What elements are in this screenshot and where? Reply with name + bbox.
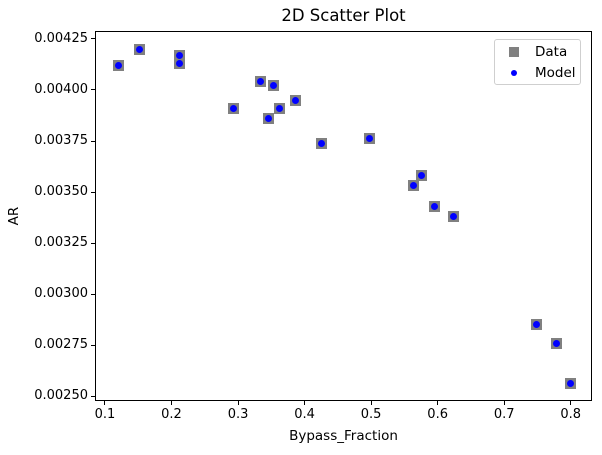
y-tick-mark — [91, 242, 95, 244]
x-tick-label: 0.3 — [227, 407, 249, 422]
x-tick-label: 0.6 — [427, 407, 448, 422]
y-tick-mark — [91, 395, 95, 397]
legend: Data Model — [494, 39, 581, 85]
y-tick-label: 0.00400 — [34, 81, 88, 97]
model-point — [410, 182, 418, 190]
model-point — [567, 380, 575, 388]
model-point — [275, 104, 283, 112]
y-tick-label: 0.00300 — [34, 286, 88, 302]
model-point — [136, 45, 144, 53]
x-tick-label: 0.4 — [294, 407, 315, 422]
model-point — [418, 172, 426, 180]
y-tick-mark — [91, 293, 95, 295]
model-point — [291, 96, 299, 104]
y-tick-mark — [91, 38, 95, 40]
model-point — [257, 78, 265, 86]
model-point — [265, 115, 273, 123]
x-tick-mark — [171, 401, 172, 405]
model-point — [532, 321, 540, 329]
legend-label-data: Data — [535, 43, 568, 60]
model-point — [175, 59, 183, 67]
x-tick-mark — [437, 401, 439, 405]
x-tick-label: 0.5 — [360, 407, 382, 422]
x-tick-mark — [304, 401, 306, 405]
x-tick-label: 0.1 — [94, 407, 116, 422]
y-tick-label: 0.00375 — [34, 133, 88, 148]
y-tick-mark — [91, 140, 95, 142]
model-point — [115, 61, 123, 69]
model-series-marker-icon — [508, 67, 519, 78]
x-tick-mark — [570, 401, 572, 405]
legend-item-data: Data — [495, 42, 580, 61]
model-point — [175, 51, 183, 59]
model-point — [450, 213, 458, 220]
y-tick-label: 0.00250 — [34, 388, 88, 404]
model-point — [365, 135, 373, 143]
x-tick-label: 0.8 — [560, 407, 582, 422]
x-tick-mark — [370, 401, 372, 405]
x-tick-mark — [237, 401, 239, 405]
x-tick-label: 0.7 — [493, 407, 515, 422]
y-tick-mark — [91, 191, 95, 193]
y-tick-label: 0.00275 — [34, 337, 88, 353]
y-tick-label: 0.00350 — [34, 184, 88, 200]
x-tick-label: 0.2 — [161, 407, 182, 422]
legend-label-model: Model — [535, 64, 576, 81]
x-tick-mark — [104, 401, 106, 405]
x-axis-label: Bypass_Fraction — [289, 428, 398, 444]
y-tick-label: 0.00425 — [34, 30, 88, 46]
model-point — [553, 339, 561, 347]
legend-item-model: Model — [495, 63, 580, 82]
y-axis-label: AR — [6, 206, 22, 226]
model-point — [229, 104, 237, 112]
y-tick-mark — [91, 89, 95, 91]
y-tick-label: 0.00325 — [34, 235, 88, 251]
model-point — [431, 202, 439, 210]
model-point — [270, 82, 278, 90]
chart-title: 2D Scatter Plot — [281, 6, 406, 25]
plot-area — [95, 31, 592, 401]
model-point — [317, 139, 325, 147]
x-tick-mark — [503, 401, 505, 405]
data-series-marker-icon — [508, 46, 519, 57]
y-tick-mark — [91, 344, 95, 346]
